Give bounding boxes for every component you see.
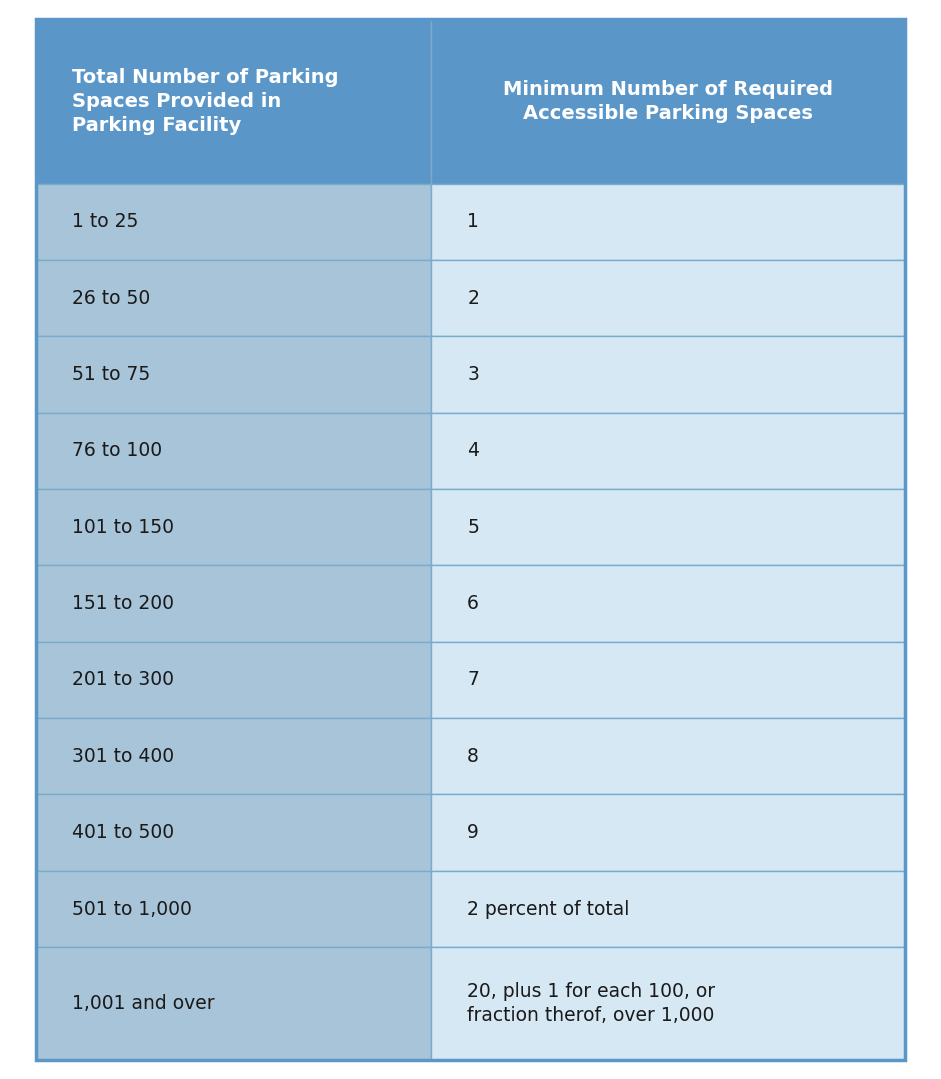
Bar bbox=[431, 19, 905, 183]
Bar bbox=[36, 489, 431, 565]
Text: Minimum Number of Required
Accessible Parking Spaces: Minimum Number of Required Accessible Pa… bbox=[503, 80, 834, 123]
Text: 6: 6 bbox=[467, 595, 479, 613]
Text: 501 to 1,000: 501 to 1,000 bbox=[72, 900, 191, 918]
Text: 8: 8 bbox=[467, 747, 479, 766]
Bar bbox=[431, 260, 905, 337]
Bar bbox=[36, 337, 431, 413]
Bar bbox=[36, 871, 431, 947]
Bar bbox=[36, 719, 431, 794]
Bar bbox=[431, 871, 905, 947]
Bar bbox=[36, 413, 431, 489]
Text: 3: 3 bbox=[467, 365, 479, 384]
Bar bbox=[431, 642, 905, 719]
Bar bbox=[36, 947, 431, 1060]
Text: 51 to 75: 51 to 75 bbox=[72, 365, 150, 384]
Text: 76 to 100: 76 to 100 bbox=[72, 441, 162, 461]
Text: 401 to 500: 401 to 500 bbox=[72, 823, 174, 842]
Text: 101 to 150: 101 to 150 bbox=[72, 518, 173, 536]
Bar bbox=[431, 413, 905, 489]
Text: 26 to 50: 26 to 50 bbox=[72, 289, 150, 308]
Text: 5: 5 bbox=[467, 518, 479, 536]
Bar bbox=[36, 565, 431, 642]
Bar bbox=[36, 260, 431, 337]
Bar bbox=[36, 183, 431, 260]
Text: 151 to 200: 151 to 200 bbox=[72, 595, 173, 613]
Bar bbox=[36, 794, 431, 871]
Text: 201 to 300: 201 to 300 bbox=[72, 670, 173, 689]
Text: 1 to 25: 1 to 25 bbox=[72, 213, 138, 231]
Text: 1,001 and over: 1,001 and over bbox=[72, 994, 215, 1013]
Text: 2: 2 bbox=[467, 289, 479, 308]
Text: Total Number of Parking
Spaces Provided in
Parking Facility: Total Number of Parking Spaces Provided … bbox=[72, 68, 338, 135]
Bar bbox=[431, 719, 905, 794]
Text: 7: 7 bbox=[467, 670, 479, 689]
Text: 9: 9 bbox=[467, 823, 479, 842]
Text: 301 to 400: 301 to 400 bbox=[72, 747, 174, 766]
Bar bbox=[431, 794, 905, 871]
Bar bbox=[431, 183, 905, 260]
Text: 20, plus 1 for each 100, or
fraction therof, over 1,000: 20, plus 1 for each 100, or fraction the… bbox=[467, 982, 715, 1025]
Bar bbox=[431, 565, 905, 642]
Bar bbox=[36, 19, 431, 183]
Text: 4: 4 bbox=[467, 441, 479, 461]
Bar bbox=[431, 947, 905, 1060]
Bar bbox=[36, 642, 431, 719]
Bar bbox=[431, 337, 905, 413]
Text: 1: 1 bbox=[467, 213, 479, 231]
Bar bbox=[431, 489, 905, 565]
Text: 2 percent of total: 2 percent of total bbox=[467, 900, 630, 918]
